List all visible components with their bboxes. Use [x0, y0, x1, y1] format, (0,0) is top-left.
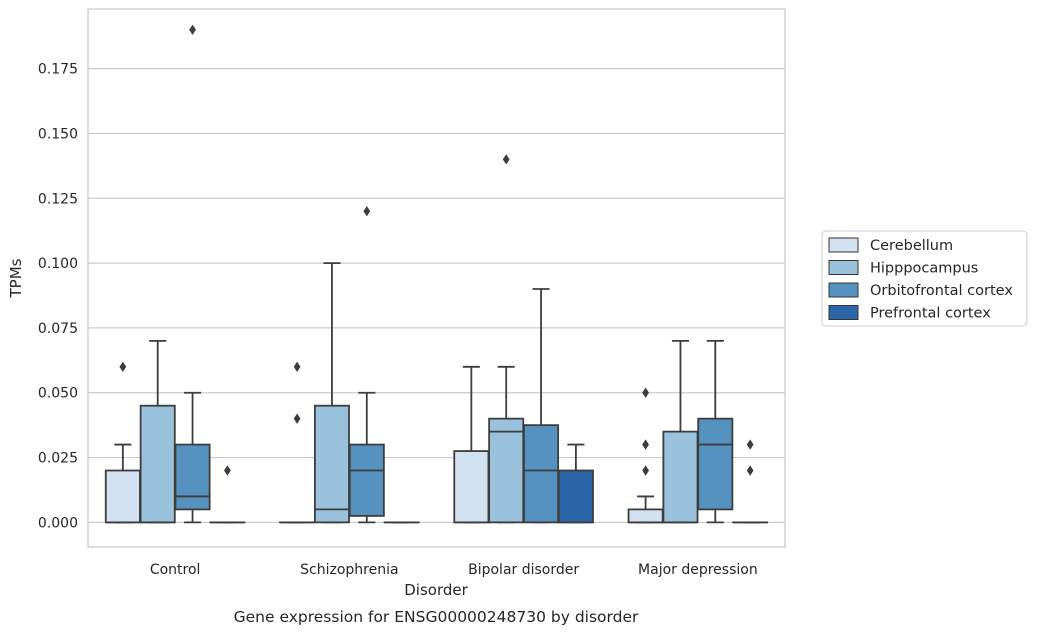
box-body: [557, 469, 594, 524]
x-tick-labels: Control Schizophrenia Bipolar disorder Majo…: [150, 562, 758, 578]
box-cerebellum: [104, 361, 141, 524]
legend-label: Orbitofrontal cortex: [870, 283, 1013, 299]
outlier-point: [642, 465, 649, 476]
y-tick-labels: 0.000 0.025 0.050 0.075 0.100 0.125 0.150 0.175: [38, 62, 78, 532]
chart-caption: Gene expression for ENSG00000248730 by d…: [234, 608, 639, 626]
y-tick-label: 0.150: [38, 126, 78, 142]
y-tick-label: 0.025: [38, 451, 78, 467]
outlier-point: [293, 361, 301, 372]
legend-swatch: [828, 305, 859, 320]
legend-item: Cerebellum: [828, 237, 953, 254]
box-cerebellum: [453, 365, 490, 524]
box-hipppocampus: [488, 154, 525, 524]
legend: Cerebellum Hipppocampus Orbitofrontal cort…: [821, 230, 1028, 327]
box-orbitofrontal-cortex: [523, 288, 560, 524]
outlier-point: [746, 439, 754, 450]
outlier-point: [746, 465, 754, 476]
box-body: [104, 469, 141, 524]
box-hipppocampus: [313, 262, 350, 524]
box-body: [662, 430, 699, 524]
outlier-point: [642, 439, 649, 450]
outlier-point: [189, 24, 196, 35]
y-tick-label: 0.050: [38, 386, 78, 402]
outlier-point: [293, 413, 301, 424]
x-tick-label: Control: [150, 562, 201, 578]
box-orbitofrontal-cortex: [697, 339, 734, 524]
box-hipppocampus: [662, 339, 699, 524]
outlier-point: [363, 206, 371, 217]
legend-item: Orbitofrontal cortex: [828, 282, 1013, 299]
outlier-point: [502, 154, 510, 165]
box-hipppocampus: [139, 339, 176, 524]
box-groups: [104, 24, 769, 524]
box-cerebellum: [627, 387, 664, 524]
box-orbitofrontal-cortex: [348, 206, 385, 524]
legend-item: Prefrontal cortex: [828, 305, 991, 322]
box-cerebellum: [279, 361, 316, 524]
y-tick-label: 0.100: [38, 256, 78, 272]
box-prefrontal-cortex: [209, 465, 246, 524]
box-body: [627, 508, 664, 524]
outlier-point: [119, 361, 127, 372]
legend-label: Cerebellum: [870, 238, 953, 254]
y-axis-label: TPMs: [7, 258, 25, 298]
outlier-point: [224, 465, 231, 476]
y-tick-label: 0.075: [38, 321, 78, 337]
legend-swatch: [828, 260, 859, 275]
box-body: [139, 404, 176, 524]
box-body: [453, 450, 490, 524]
x-axis-label: Disorder: [404, 581, 468, 599]
box-body: [488, 417, 525, 524]
y-tick-label: 0.000: [38, 515, 78, 531]
box-body: [697, 417, 734, 511]
box-body: [523, 424, 560, 524]
x-tick-label: Schizophrenia: [300, 562, 398, 578]
box-prefrontal-cortex: [732, 439, 769, 524]
x-tick-label: Bipolar disorder: [468, 562, 579, 578]
outlier-point: [642, 387, 649, 398]
x-tick-label: Major depression: [638, 562, 758, 578]
legend-label: Prefrontal cortex: [870, 306, 991, 322]
box-body: [174, 443, 211, 511]
legend-swatch: [828, 282, 859, 298]
y-tick-label: 0.125: [38, 191, 78, 207]
box-prefrontal-cortex: [557, 443, 594, 524]
legend-label: Hipppocampus: [870, 261, 978, 277]
legend-item: Hipppocampus: [828, 260, 978, 277]
box-body: [313, 404, 350, 524]
y-tick-label: 0.175: [38, 62, 78, 78]
box-body: [348, 443, 385, 517]
legend-swatch: [828, 237, 859, 253]
plot-area-frame: [87, 8, 786, 548]
legend-frame: [821, 230, 1028, 327]
box-orbitofrontal-cortex: [174, 24, 211, 524]
